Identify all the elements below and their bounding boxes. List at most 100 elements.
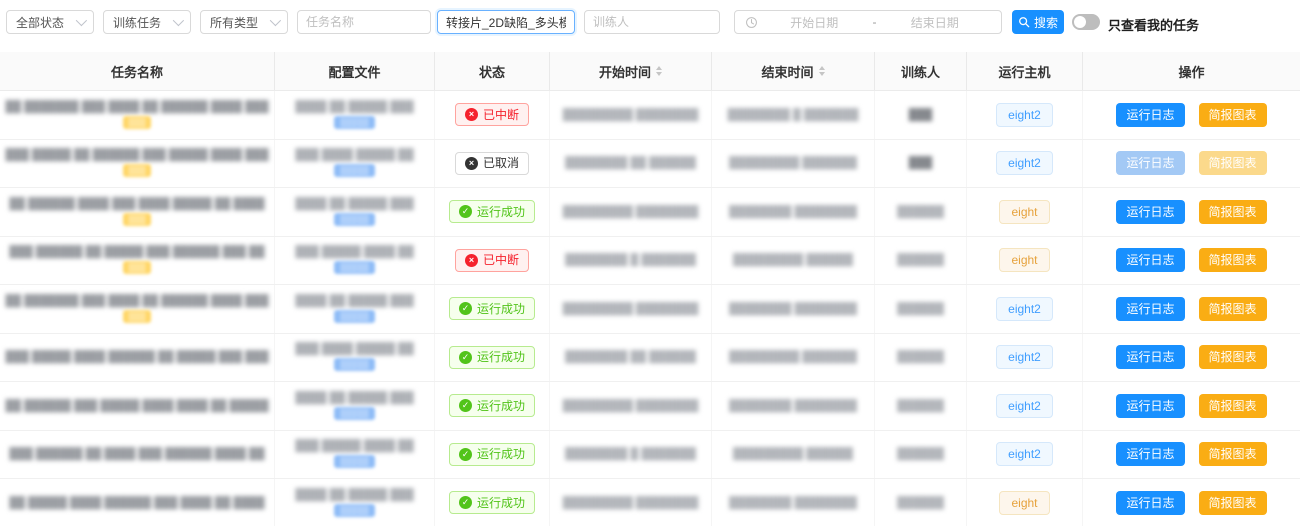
host-cell: eight (967, 236, 1083, 284)
redacted-task-tag: ███ (123, 309, 151, 323)
redacted-config-link[interactable]: █████ (334, 358, 375, 372)
task-name-input[interactable] (297, 10, 431, 34)
date-range-picker[interactable]: 开始日期 - 结束日期 (734, 10, 1002, 34)
redacted-config-link[interactable]: █████ (334, 261, 375, 275)
run-log-button[interactable]: 运行日志 (1116, 102, 1185, 127)
search-button-label: 搜索 (1034, 15, 1059, 30)
type-select[interactable]: 所有类型 (200, 10, 288, 34)
sort-icon[interactable] (656, 66, 662, 76)
redacted-config-name: ███ ████ █████ ██ (295, 343, 414, 356)
task-name-cell: ███ ██████ ██ ████ ███ ██████ ████ ██ (0, 430, 275, 478)
status-cell: ✓ 运行成功 (435, 285, 550, 333)
run-log-button[interactable]: 运行日志 (1116, 393, 1185, 418)
report-chart-button[interactable]: 简报图表 (1198, 151, 1267, 176)
report-chart-button[interactable]: 简报图表 (1198, 490, 1267, 515)
report-chart-button[interactable]: 简报图表 (1198, 102, 1267, 127)
start-time-cell: █████████ ████████ (550, 188, 712, 236)
redacted-config-link[interactable]: █████ (334, 115, 375, 129)
column-header-6: 训练人 (875, 52, 967, 90)
run-log-button[interactable]: 运行日志 (1116, 296, 1185, 321)
report-chart-button[interactable]: 简报图表 (1198, 345, 1267, 370)
redacted-config-name: ███ ████ █████ ██ (295, 149, 414, 162)
table-row: ██ ███████ ███ ████ ██ ██████ ████ ███ ██… (0, 285, 1300, 334)
redacted-config-name: ████ ██ █████ ███ (295, 488, 414, 501)
report-chart-button[interactable]: 简报图表 (1198, 199, 1267, 224)
redacted-config-link[interactable]: █████ (334, 503, 375, 517)
host-cell: eight2 (967, 285, 1083, 333)
chevron-down-icon (75, 14, 88, 27)
run-log-button[interactable]: 运行日志 (1116, 345, 1185, 370)
table-body: ██ ███████ ███ ████ ██ ██████ ████ ███ ██… (0, 91, 1300, 526)
report-chart-button[interactable]: 简报图表 (1198, 393, 1267, 418)
column-header-1: 任务名称 (0, 52, 275, 90)
close-circle-icon: × (464, 253, 478, 267)
status-cell: × 已中断 (435, 91, 550, 139)
run-log-button[interactable]: 运行日志 (1116, 490, 1185, 515)
redacted-start-time: █████████ ████████ (562, 205, 699, 218)
config-file-cell: ████ ██ █████ ███ █████ (275, 188, 435, 236)
task-name-cell: ██ ██████ ████ ███ ████ █████ ██ ████ ███ (0, 188, 275, 236)
host-cell: eight2 (967, 333, 1083, 381)
actions-cell: 运行日志 简报图表 (1083, 382, 1300, 430)
redacted-start-time: █████████ ████████ (562, 302, 699, 315)
my-tasks-toggle-label: 只查看我的任务 (1108, 18, 1200, 33)
report-chart-button[interactable]: 简报图表 (1198, 442, 1267, 467)
config-file-cell: ████ ██ █████ ███ █████ (275, 285, 435, 333)
status-label: 运行成功 (476, 350, 525, 365)
actions-cell: 运行日志 简报图表 (1083, 431, 1300, 479)
status-cell: ✓ 运行成功 (435, 430, 550, 478)
status-select[interactable]: 全部状态 (6, 10, 94, 34)
check-circle-icon: ✓ (458, 399, 472, 413)
run-log-button[interactable]: 运行日志 (1116, 442, 1185, 467)
close-circle-icon: × (464, 108, 478, 122)
trainer-input[interactable] (584, 10, 720, 34)
redacted-task-name: ██ █████ ████ ██████ ███ ████ ██ ████ (9, 496, 265, 509)
redacted-start-time: ████████ █ ███████ (565, 254, 696, 267)
table-header: 任务名称 配置文件 状态 开始时间 结束时间 训练人 运行主机 操作 (0, 52, 1300, 91)
host-tag: eight2 (996, 393, 1053, 418)
redacted-trainer: ██████ (897, 496, 944, 509)
report-chart-button[interactable]: 简报图表 (1198, 248, 1267, 273)
my-tasks-toggle[interactable] (1072, 14, 1100, 30)
actions-cell: 运行日志 简报图表 (1083, 140, 1300, 188)
check-circle-icon: ✓ (458, 205, 472, 219)
redacted-config-link[interactable]: █████ (334, 309, 375, 323)
toggle-knob (1074, 16, 1086, 28)
config-file-cell: ████ ██ █████ ███ █████ (275, 91, 435, 139)
report-chart-button[interactable]: 简报图表 (1198, 296, 1267, 321)
clock-icon (746, 16, 757, 28)
redacted-config-link[interactable]: █████ (334, 212, 375, 226)
redacted-start-time: ████████ ██ ██████ (565, 157, 696, 170)
keyword-input[interactable] (437, 10, 575, 34)
tasks-table: 任务名称 配置文件 状态 开始时间 结束时间 训练人 运行主机 操作 ██ ███████ █… (0, 52, 1300, 526)
redacted-task-tag: ███ (123, 212, 151, 226)
task-category-select[interactable]: 训练任务 (103, 10, 191, 34)
redacted-trainer: ███ (908, 108, 933, 121)
search-button[interactable]: 搜索 (1012, 10, 1064, 34)
run-log-button[interactable]: 运行日志 (1116, 199, 1185, 224)
redacted-config-link[interactable]: █████ (334, 455, 375, 469)
redacted-config-name: ████ ██ █████ ███ (295, 197, 414, 210)
redacted-trainer: ██████ (897, 254, 944, 267)
config-file-cell: ███ █████ ████ ██ █████ (275, 236, 435, 284)
status-cell: ✓ 运行成功 (435, 333, 550, 381)
task-name-cell: ███ █████ ████ ██████ ██ █████ ███ ███ (0, 333, 275, 381)
config-file-cell: ████ ██ █████ ███ █████ (275, 382, 435, 430)
host-tag: eight2 (996, 296, 1053, 321)
column-header-8: 操作 (1083, 52, 1300, 90)
sort-icon[interactable] (818, 66, 825, 76)
run-log-button[interactable]: 运行日志 (1116, 151, 1185, 176)
table-row: ███ ██████ ██ █████ ███ ██████ ███ ██ ███… (0, 236, 1300, 285)
redacted-trainer: ██████ (897, 448, 944, 461)
host-tag: eight2 (996, 102, 1053, 127)
run-log-button[interactable]: 运行日志 (1116, 248, 1185, 273)
host-tag: eight (999, 248, 1050, 273)
redacted-config-link[interactable]: █████ (334, 406, 375, 420)
end-time-cell: █████████ ██████ (712, 236, 875, 284)
redacted-config-link[interactable]: █████ (334, 164, 375, 178)
redacted-trainer: ██████ (897, 205, 944, 218)
table-row: ██ ███████ ███ ████ ██ ██████ ████ ███ ██… (0, 91, 1300, 140)
column-header-3: 状态 (435, 52, 550, 90)
redacted-config-name: ███ █████ ████ ██ (295, 440, 414, 453)
task-name-cell: ███ ██████ ██ █████ ███ ██████ ███ ██ ███ (0, 236, 275, 284)
